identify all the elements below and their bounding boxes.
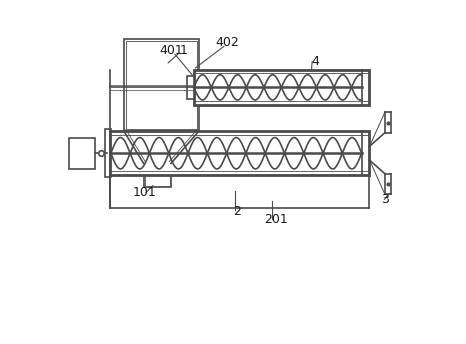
Bar	[187, 76, 194, 99]
Text: 4: 4	[311, 54, 319, 67]
Text: 201: 201	[264, 213, 288, 226]
Bar	[144, 163, 171, 187]
Text: 1: 1	[180, 44, 188, 57]
Bar	[124, 39, 199, 131]
Text: 2: 2	[233, 205, 241, 218]
Text: 101: 101	[132, 186, 156, 199]
Text: 402: 402	[215, 36, 239, 50]
Bar	[69, 138, 95, 169]
Bar	[110, 131, 370, 175]
Text: 401: 401	[160, 44, 184, 57]
Bar	[194, 69, 370, 106]
Bar	[145, 165, 170, 186]
Bar	[105, 129, 111, 177]
Bar	[125, 41, 197, 129]
Text: 3: 3	[382, 193, 389, 206]
